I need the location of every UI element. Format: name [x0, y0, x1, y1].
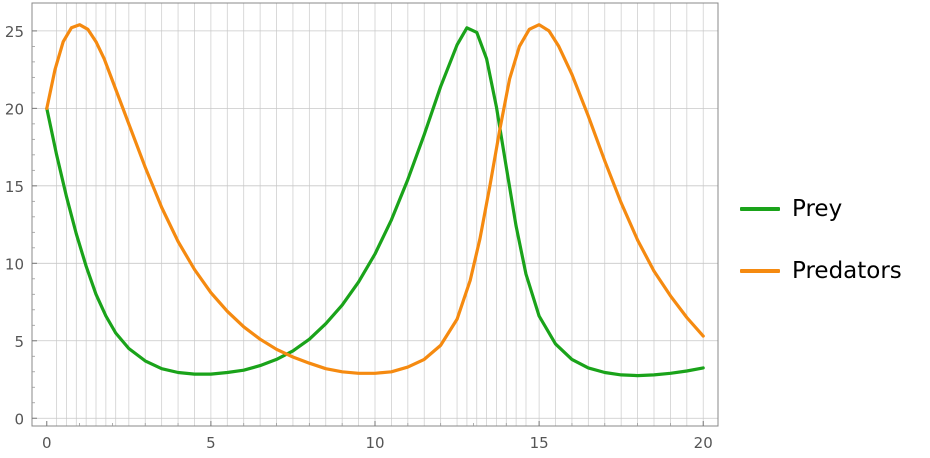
axis-ticks: 0 5 10 15 20 0 5 10 15 20 25	[5, 23, 713, 452]
series-line-prey	[45, 26, 705, 378]
x-tick-label: 20	[694, 434, 713, 452]
legend-swatch-predators	[740, 269, 780, 273]
y-tick-label: 25	[5, 23, 24, 41]
legend-item-prey: Prey	[740, 178, 902, 240]
legend-label-predators: Predators	[792, 258, 902, 284]
y-tick-label: 10	[5, 255, 24, 273]
grid	[32, 3, 718, 426]
legend: Prey Predators	[740, 178, 902, 302]
x-tick-label: 0	[42, 434, 52, 452]
y-tick-label: 5	[14, 333, 24, 351]
x-tick-label: 15	[530, 434, 549, 452]
series-lines	[45, 23, 705, 378]
x-tick-label: 10	[365, 434, 384, 452]
legend-item-predators: Predators	[740, 240, 902, 302]
y-tick-label: 15	[5, 178, 24, 196]
series-line-predators	[45, 23, 705, 375]
y-tick-label: 20	[5, 100, 24, 118]
legend-label-prey: Prey	[792, 196, 843, 222]
x-tick-label: 5	[206, 434, 216, 452]
legend-swatch-prey	[740, 207, 780, 211]
y-tick-label: 0	[14, 410, 24, 428]
